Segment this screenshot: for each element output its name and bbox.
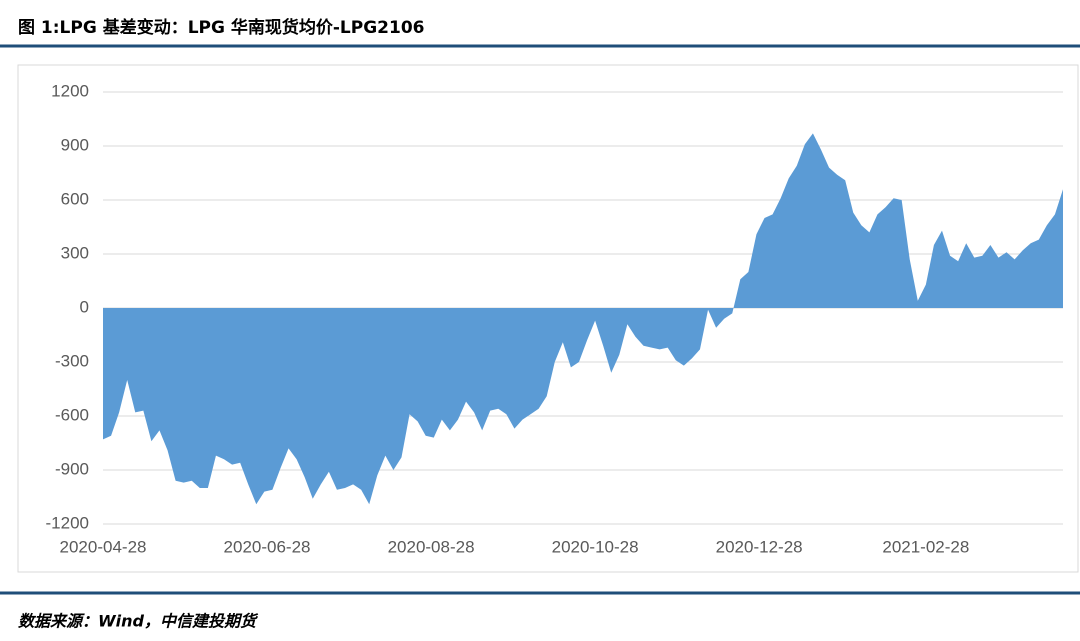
y-tick-label: 0: [80, 297, 89, 316]
area: [103, 133, 1063, 505]
y-tick-label: 900: [61, 135, 89, 154]
x-tick-label: 2020-04-28: [60, 537, 147, 556]
x-tick-label: 2020-08-28: [388, 537, 475, 556]
x-tick-label: 2020-10-28: [552, 537, 639, 556]
x-tick-label: 2020-06-28: [224, 537, 311, 556]
y-tick-label: 1200: [51, 81, 89, 100]
source-note: 数据来源：Wind，中信建投期货: [18, 612, 259, 631]
x-tick-label: 2021-02-28: [882, 537, 969, 556]
y-tick-label: 600: [61, 189, 89, 208]
y-tick-label: -600: [55, 405, 89, 424]
plot-frame: [17, 64, 1079, 573]
chart-title: 图 1:LPG 基差变动：LPG 华南现货均价-LPG2106: [18, 17, 425, 38]
y-tick-label: -1200: [46, 513, 89, 532]
y-tick-label: -900: [55, 459, 89, 478]
x-tick-label: 2020-12-28: [716, 537, 803, 556]
y-tick-label: 300: [61, 243, 89, 262]
y-tick-label: -300: [55, 351, 89, 370]
